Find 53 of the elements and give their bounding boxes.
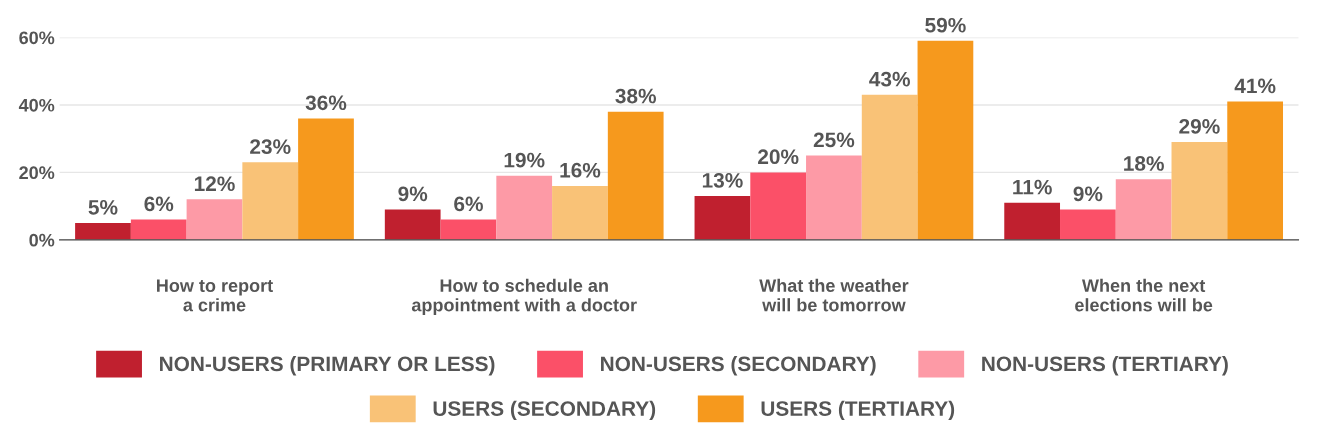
data-label: 11% [1013,179,1052,195]
data-label: 43% [869,71,910,87]
bar [1004,202,1061,240]
data-label: 38% [615,88,656,104]
bar [1060,209,1116,240]
bar [1227,101,1284,240]
data-label: 25% [813,132,855,148]
data-label: 9% [1073,186,1103,202]
x-tick-label: How to schedule an appointment with a doctor [411,278,637,316]
bar [917,40,974,240]
legend-label: USERS (SECONDARY) [433,400,656,421]
y-tick-label: 60% [19,31,55,45]
bar [607,111,664,240]
data-label: 6% [454,196,483,212]
data-label: 59% [925,17,966,33]
legend-label: NON-USERS (TERTIARY) [982,355,1228,376]
bar [750,172,807,240]
y-tick-label: 40% [18,98,55,112]
bar [384,209,441,240]
data-label: 19% [504,152,545,168]
bar [440,219,497,240]
bar [496,175,553,240]
bar [694,196,751,240]
bar [130,219,187,240]
data-label: 20% [758,149,799,165]
bar [298,118,354,240]
bar [861,94,918,240]
bar [806,155,862,240]
data-label: 29% [1179,119,1220,134]
data-label: 6% [144,196,174,212]
bar [186,199,243,240]
legend-label: NON-USERS (PRIMARY OR LESS) [160,355,495,376]
y-tick-label: 0% [29,233,55,247]
bar [75,222,131,240]
data-label: 23% [250,139,291,155]
bar [552,185,608,240]
data-label: 36% [305,95,347,111]
legend-label: NON-USERS (SECONDARY) [601,355,876,376]
x-tick-label: When the next elections will be [1075,278,1213,312]
bar [242,162,299,240]
data-label: 5% [88,199,118,215]
bar [1171,142,1228,240]
x-tick-label: What the weather will be tomorrow [759,278,909,312]
x-tick-label: How to report a crime [157,279,273,312]
data-label: 13% [702,172,743,188]
data-label: 18% [1124,156,1164,171]
data-label: 41% [1234,78,1276,94]
data-label: 9% [398,186,428,202]
legend-label: USERS (TERTIARY) [761,400,955,421]
bar [1115,179,1172,240]
data-label: 16% [560,162,601,178]
data-label: 12% [194,176,235,192]
y-tick-label: 20% [19,166,55,180]
